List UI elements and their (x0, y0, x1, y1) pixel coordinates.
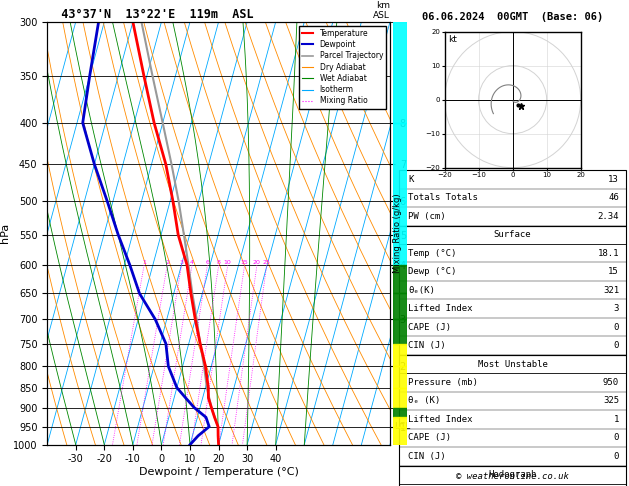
Legend: Temperature, Dewpoint, Parcel Trajectory, Dry Adiabat, Wet Adiabat, Isotherm, Mi: Temperature, Dewpoint, Parcel Trajectory… (299, 26, 386, 108)
Text: Totals Totals: Totals Totals (408, 193, 478, 202)
Text: 10: 10 (224, 260, 231, 265)
Text: Temp (°C): Temp (°C) (408, 249, 457, 258)
Bar (393, 417, 407, 427)
Text: CAPE (J): CAPE (J) (408, 323, 452, 331)
Text: 3: 3 (179, 260, 184, 265)
Text: 18.1: 18.1 (598, 249, 619, 258)
Bar (393, 319, 407, 344)
Text: Lifted Index: Lifted Index (408, 415, 473, 424)
Text: 2.34: 2.34 (598, 212, 619, 221)
Text: 1: 1 (142, 260, 146, 265)
Text: 0: 0 (614, 323, 619, 331)
Text: 0: 0 (614, 341, 619, 350)
Text: 325: 325 (603, 397, 619, 405)
Text: 25: 25 (263, 260, 270, 265)
Text: Lifted Index: Lifted Index (408, 304, 473, 313)
Text: CIN (J): CIN (J) (408, 341, 446, 350)
Bar (393, 388, 407, 408)
Text: θₑ(K): θₑ(K) (408, 286, 435, 295)
Text: θₑ (K): θₑ (K) (408, 397, 441, 405)
Text: K: K (408, 175, 414, 184)
Bar (393, 123, 407, 201)
Text: 43°37'N  13°22'E  119m  ASL: 43°37'N 13°22'E 119m ASL (47, 8, 253, 21)
Text: 46: 46 (608, 193, 619, 202)
Text: km
ASL: km ASL (373, 1, 390, 20)
Text: PW (cm): PW (cm) (408, 212, 446, 221)
Text: 3: 3 (614, 304, 619, 313)
Text: 15: 15 (241, 260, 248, 265)
Bar (393, 344, 407, 366)
Text: Most Unstable: Most Unstable (477, 360, 548, 368)
X-axis label: Dewpoint / Temperature (°C): Dewpoint / Temperature (°C) (138, 467, 299, 477)
Bar (393, 294, 407, 319)
Text: Pressure (mb): Pressure (mb) (408, 378, 478, 387)
Text: © weatheronline.co.uk: © weatheronline.co.uk (456, 472, 569, 481)
Text: 20: 20 (253, 260, 261, 265)
Text: 06.06.2024  00GMT  (Base: 06): 06.06.2024 00GMT (Base: 06) (422, 12, 603, 22)
Text: 6: 6 (206, 260, 209, 265)
Text: Hodograph: Hodograph (489, 470, 537, 479)
Bar (393, 265, 407, 294)
Text: Mixing Ratio (g/kg): Mixing Ratio (g/kg) (393, 193, 402, 273)
Text: Surface: Surface (494, 230, 532, 239)
Text: 1: 1 (614, 415, 619, 424)
Text: LCL: LCL (394, 422, 410, 431)
Bar (393, 366, 407, 388)
Bar (393, 201, 407, 265)
Text: CAPE (J): CAPE (J) (408, 434, 452, 442)
Text: Dewp (°C): Dewp (°C) (408, 267, 457, 276)
Y-axis label: hPa: hPa (0, 223, 10, 243)
Text: 950: 950 (603, 378, 619, 387)
Text: 2: 2 (165, 260, 169, 265)
Text: 0: 0 (614, 452, 619, 461)
Text: 8: 8 (217, 260, 221, 265)
Text: 0: 0 (614, 434, 619, 442)
Text: 4: 4 (190, 260, 194, 265)
Text: CIN (J): CIN (J) (408, 452, 446, 461)
Text: 13: 13 (608, 175, 619, 184)
Bar (393, 408, 407, 417)
Bar (393, 22, 407, 123)
Text: 15: 15 (608, 267, 619, 276)
Bar (393, 427, 407, 445)
Text: 321: 321 (603, 286, 619, 295)
Text: kt: kt (448, 35, 457, 44)
